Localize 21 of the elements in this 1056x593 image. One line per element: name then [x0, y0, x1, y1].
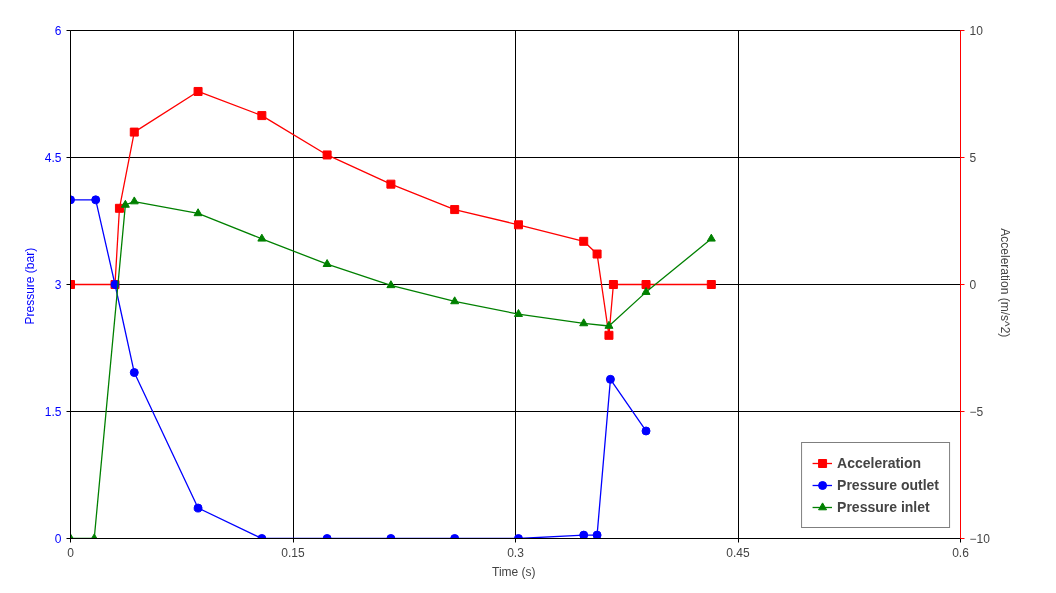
x-tick-label: 0.15: [281, 545, 305, 560]
legend-label: Acceleration: [837, 455, 922, 471]
legend-label: Pressure inlet: [837, 499, 930, 515]
y-tick-label: 0: [54, 532, 62, 546]
y-tick-label: 3: [54, 278, 62, 292]
x-axis-title: Time (s): [492, 564, 536, 579]
y2-axis-title: Acceleration (m/s^2): [997, 228, 1012, 338]
y-tick-label: 1.5: [44, 405, 62, 419]
x-tick-label: 0.6: [952, 545, 970, 560]
y2-tick-label: 10: [969, 24, 984, 38]
y2-tick-label: 0: [969, 278, 977, 292]
x-tick-label: 0.45: [726, 545, 750, 560]
legend-label: Pressure outlet: [837, 477, 939, 493]
x-tick-label: 0: [67, 545, 75, 560]
y2-tick-label: −10: [969, 532, 991, 546]
y-axis-title: Pressure (bar): [22, 247, 37, 325]
y-tick-label: 4.5: [44, 151, 62, 165]
y2-tick-label: −5: [969, 405, 984, 419]
y2-tick-label: 5: [969, 151, 977, 165]
x-tick-label: 0.3: [507, 545, 525, 560]
y-tick-label: 6: [54, 24, 62, 38]
